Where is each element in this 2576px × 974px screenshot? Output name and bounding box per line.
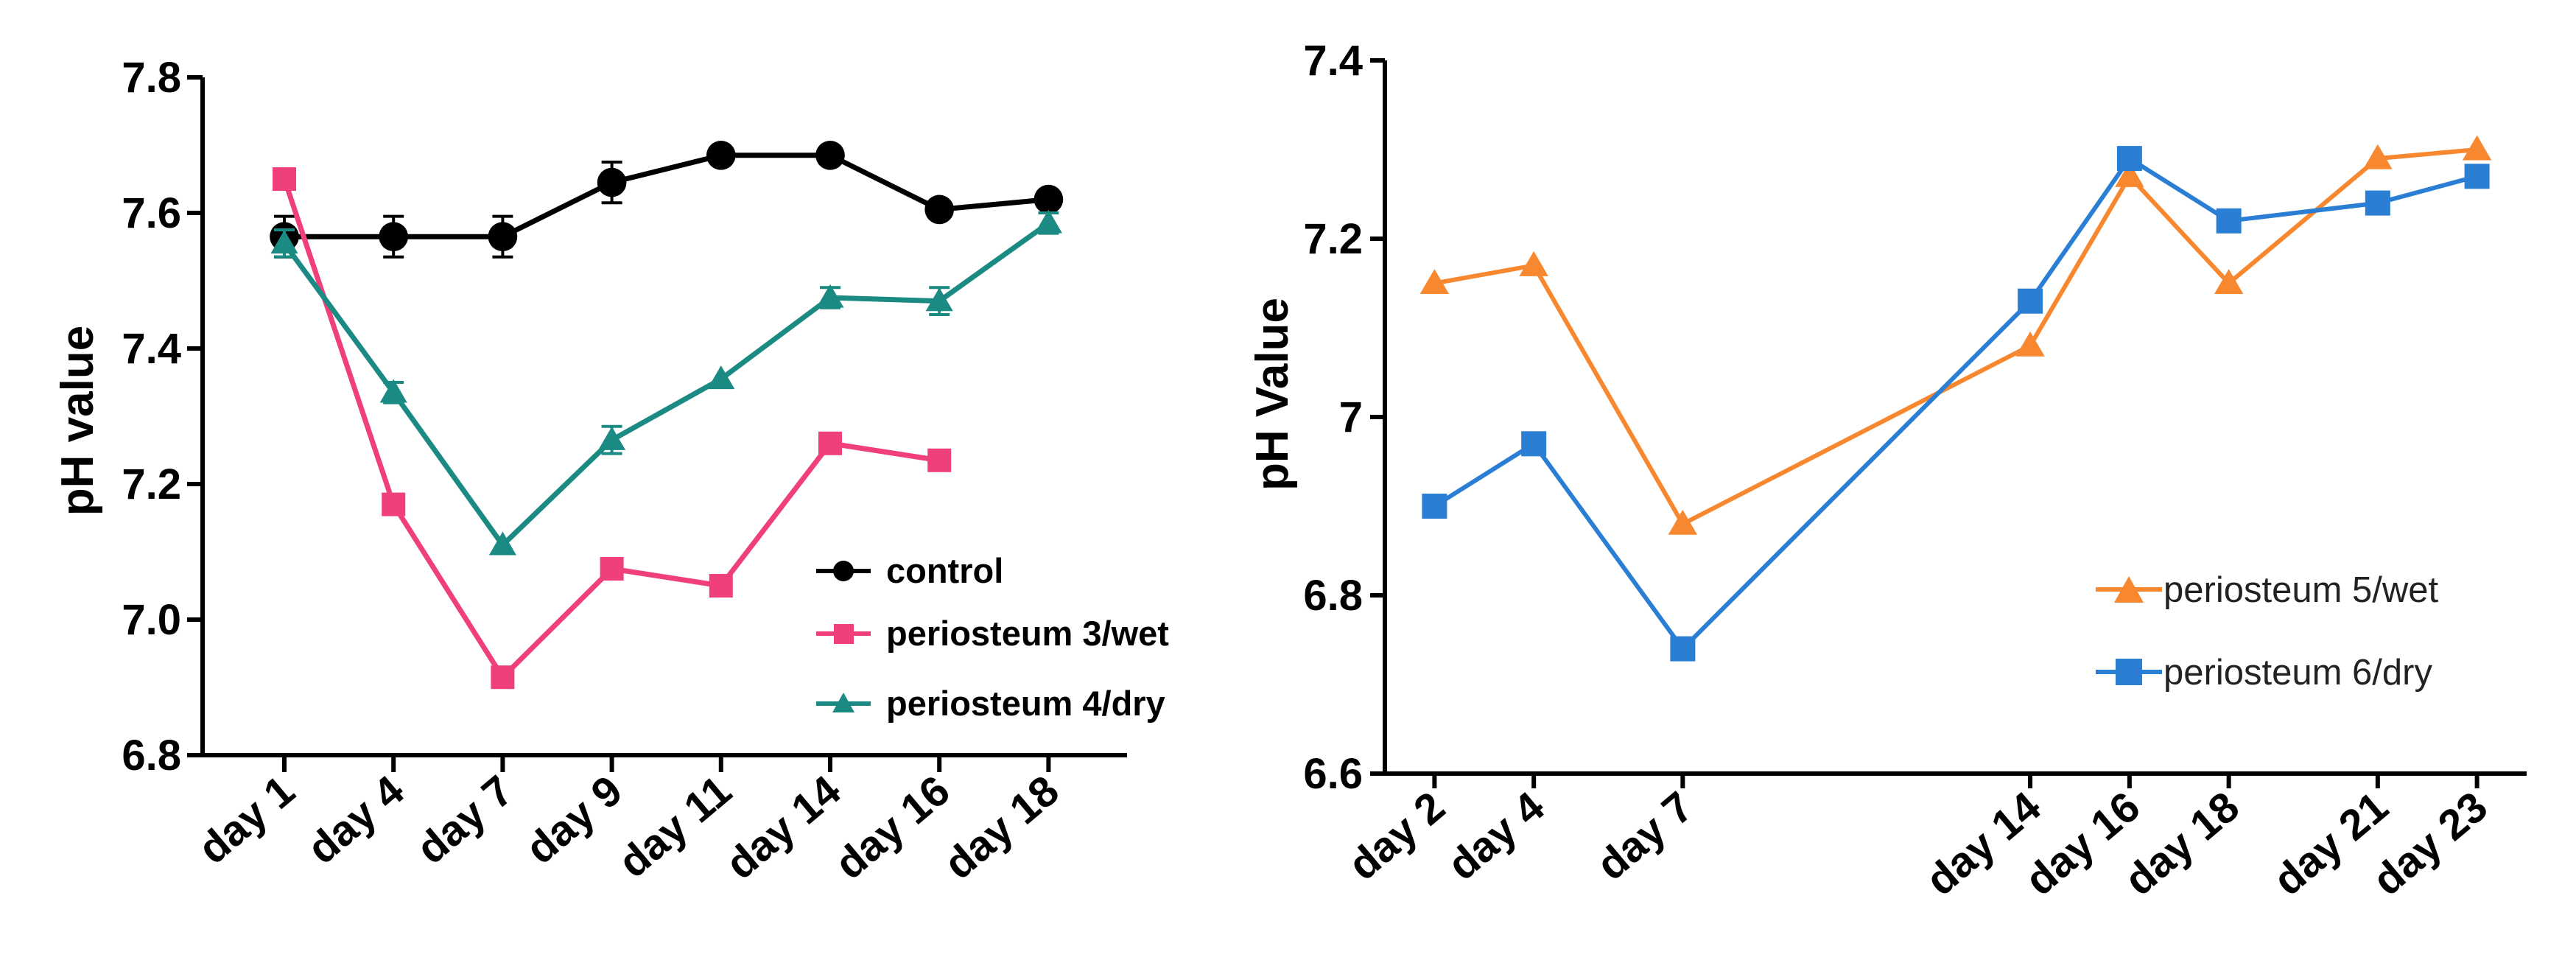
data-point-periosteum-4-dry: [707, 365, 735, 390]
data-point-periosteum-4-dry: [379, 379, 407, 403]
data-point-periosteum-6-dry: [1670, 636, 1696, 662]
legend-label-periosteum-6: periosteum 6/dry: [2163, 653, 2432, 693]
right-y-tick-label: 7: [1339, 393, 1363, 441]
data-point-periosteum-5-wet: [2015, 331, 2045, 357]
data-point-periosteum-6-dry: [2018, 288, 2043, 314]
legend-label-periosteum-3: periosteum 3/wet: [886, 614, 1169, 653]
legend-label-periosteum-5: periosteum 5/wet: [2163, 570, 2439, 610]
data-point-periosteum-5-wet: [2462, 135, 2492, 161]
data-point-periosteum-3-wet: [709, 574, 733, 598]
legend-item-periosteum-3: periosteum 3/wet: [816, 614, 1169, 653]
legend-item-control: control: [816, 551, 1003, 590]
series-line-periosteum-4-dry: [282, 220, 1050, 548]
series-periosteum-3-wet: [273, 167, 952, 690]
left-y-tick-label: 7.2: [122, 460, 181, 508]
series-periosteum-4-dry: [270, 209, 1062, 556]
legend-label-periosteum-4: periosteum 4/dry: [886, 684, 1165, 723]
data-point-periosteum-3-wet: [600, 557, 624, 581]
data-point-periosteum-3-wet: [382, 492, 406, 516]
left-legend: control periosteum 3/wet periosteum 4/dr…: [816, 551, 1169, 723]
data-point-periosteum-3-wet: [818, 431, 842, 455]
legend-item-periosteum-6: periosteum 6/dry: [2096, 653, 2432, 693]
right-y-tick-label: 7.2: [1303, 215, 1363, 263]
legend-item-periosteum-4: periosteum 4/dry: [816, 684, 1165, 723]
left-y-tick-label: 6.8: [122, 732, 181, 779]
data-point-periosteum-3-wet: [273, 167, 296, 191]
left-y-ticks: 6.8 7.0 7.2 7.4 7.6 7.8: [122, 54, 203, 779]
right-series-layer: [1419, 135, 2492, 662]
legend-label-control: control: [886, 551, 1003, 590]
right-y-tick-label: 6.6: [1303, 750, 1363, 798]
legend-marker-periosteum-6: [2116, 659, 2142, 685]
right-y-tick-label: 7.4: [1303, 37, 1363, 85]
legend-item-periosteum-5: periosteum 5/wet: [2096, 570, 2439, 610]
right-y-axis-title: pH Value: [1247, 298, 1298, 491]
data-point-periosteum-5-wet: [1519, 250, 1548, 276]
left-y-tick-label: 7.6: [122, 189, 181, 237]
right-y-ticks: 6.6 6.8 7 7.2 7.4: [1303, 37, 1385, 798]
data-point-periosteum-3-wet: [927, 448, 952, 472]
legend-marker-control: [833, 561, 854, 581]
data-point-periosteum-4-dry: [1034, 209, 1062, 234]
data-point-periosteum-4-dry: [270, 230, 298, 254]
series-periosteum-6-dry: [1422, 146, 2490, 662]
left-y-tick-label: 7.0: [122, 596, 181, 644]
data-point-periosteum-5-wet: [1419, 269, 1450, 295]
data-point-periosteum-6-dry: [2365, 190, 2390, 216]
data-point-periosteum-4-dry: [598, 426, 626, 450]
series-line-periosteum-5-wet: [1433, 147, 2477, 527]
right-y-tick-label: 6.8: [1303, 572, 1363, 620]
data-point-periosteum-4-dry: [816, 284, 844, 308]
data-point-periosteum-6-dry: [1422, 494, 1447, 519]
data-point-periosteum-5-wet: [2115, 161, 2144, 187]
data-point-control: [706, 140, 736, 170]
series-periosteum-5-wet: [1419, 135, 2492, 535]
data-point-periosteum-3-wet: [491, 665, 515, 690]
right-legend: periosteum 5/wet periosteum 6/dry: [2096, 570, 2439, 693]
data-point-periosteum-5-wet: [2214, 269, 2244, 295]
legend-marker-periosteum-5: [2114, 576, 2144, 603]
data-point-control: [597, 167, 627, 197]
data-point-control: [488, 222, 518, 252]
legend-marker-periosteum-3: [834, 624, 854, 644]
left-y-tick-label: 7.4: [122, 325, 181, 373]
data-point-control: [924, 195, 955, 225]
data-point-control: [815, 140, 845, 170]
data-point-periosteum-6-dry: [1521, 431, 1547, 457]
data-point-periosteum-4-dry: [488, 531, 516, 556]
data-point-control: [379, 222, 409, 252]
legend-marker-periosteum-4: [832, 693, 854, 712]
left-axes: [200, 77, 1127, 757]
data-point-periosteum-5-wet: [2363, 144, 2393, 169]
data-point-periosteum-6-dry: [2116, 146, 2142, 172]
data-point-periosteum-5-wet: [1668, 509, 1698, 535]
left-y-axis-title: pH value: [52, 326, 103, 516]
left-y-tick-label: 7.8: [122, 54, 181, 102]
series-line-periosteum-6-dry: [1433, 156, 2478, 651]
data-point-periosteum-4-dry: [925, 287, 953, 312]
data-point-control: [1033, 184, 1064, 214]
series-line-control: [284, 153, 1049, 239]
data-point-periosteum-6-dry: [2216, 208, 2242, 234]
left-series-layer: [270, 140, 1064, 690]
right-axes: [1383, 60, 2527, 776]
data-point-periosteum-6-dry: [2464, 164, 2490, 189]
